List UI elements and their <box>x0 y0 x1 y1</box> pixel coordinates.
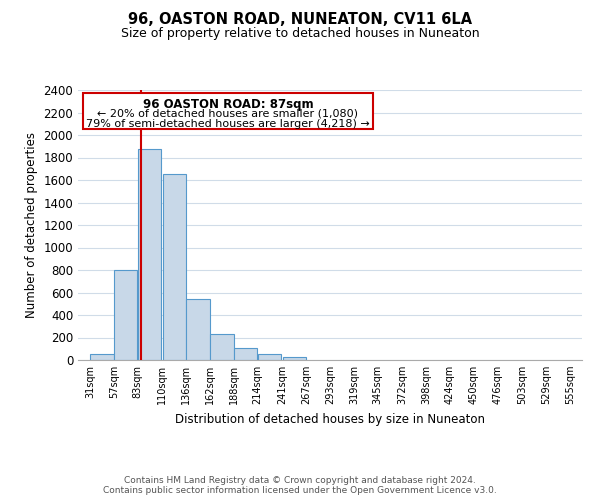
Text: ← 20% of detached houses are smaller (1,080): ← 20% of detached houses are smaller (1,… <box>97 108 358 118</box>
Text: 96 OASTON ROAD: 87sqm: 96 OASTON ROAD: 87sqm <box>143 98 313 110</box>
Text: 96, OASTON ROAD, NUNEATON, CV11 6LA: 96, OASTON ROAD, NUNEATON, CV11 6LA <box>128 12 472 28</box>
Text: Size of property relative to detached houses in Nuneaton: Size of property relative to detached ho… <box>121 28 479 40</box>
FancyBboxPatch shape <box>83 92 373 129</box>
Bar <box>114 270 137 360</box>
Bar <box>187 299 210 360</box>
Bar <box>90 354 113 360</box>
Bar <box>210 334 233 360</box>
Bar <box>138 148 161 360</box>
Text: Contains public sector information licensed under the Open Government Licence v3: Contains public sector information licen… <box>103 486 497 495</box>
Bar <box>163 174 186 360</box>
Text: Contains HM Land Registry data © Crown copyright and database right 2024.: Contains HM Land Registry data © Crown c… <box>124 476 476 485</box>
Bar <box>234 348 257 360</box>
Text: 79% of semi-detached houses are larger (4,218) →: 79% of semi-detached houses are larger (… <box>86 119 370 129</box>
Bar <box>283 356 306 360</box>
X-axis label: Distribution of detached houses by size in Nuneaton: Distribution of detached houses by size … <box>175 412 485 426</box>
Y-axis label: Number of detached properties: Number of detached properties <box>25 132 38 318</box>
Bar <box>258 354 281 360</box>
